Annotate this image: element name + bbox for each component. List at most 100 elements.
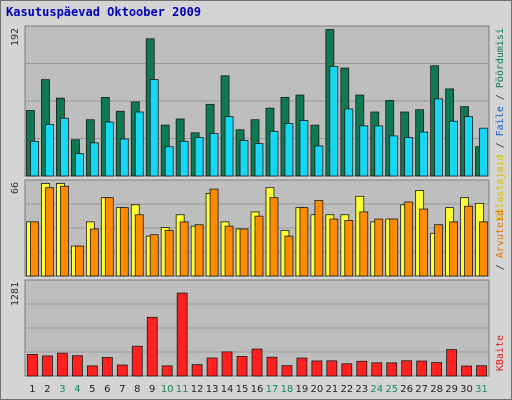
bar-arvuteid-day-25	[389, 218, 399, 277]
day-label-28: 28	[430, 384, 443, 395]
bar-arvuteid-day-12	[194, 224, 204, 277]
bar-kbaite-day-15	[236, 356, 248, 377]
bar-kbaite-day-6	[101, 357, 113, 377]
legend-item-külastajaid: Külastajaid	[495, 154, 506, 220]
bar-kbaite-day-21	[326, 360, 338, 377]
day-label-10: 10	[161, 384, 174, 395]
bar-arvuteid-day-23	[359, 211, 369, 277]
bar-arvuteid-day-20	[314, 200, 324, 277]
bar-faile-day-2	[45, 123, 54, 177]
bar-faile-day-27	[419, 131, 429, 177]
legend-item-kbaite: KBaite	[495, 335, 506, 371]
bar-kbaite-day-14	[221, 351, 233, 377]
bar-faile-day-6	[104, 121, 114, 177]
axis-max-label-3: 1281	[10, 282, 21, 306]
day-label-23: 23	[355, 384, 368, 395]
bar-faile-day-29	[449, 120, 458, 177]
bar-faile-day-22	[344, 108, 354, 177]
bar-faile-day-5	[89, 142, 99, 177]
day-label-26: 26	[400, 384, 413, 395]
bar-faile-day-24	[374, 125, 384, 177]
bar-faile-day-26	[404, 137, 414, 177]
day-label-29: 29	[445, 384, 458, 395]
bar-faile-day-21	[329, 66, 339, 177]
bar-kbaite-day-27	[416, 360, 428, 377]
day-label-22: 22	[340, 384, 353, 395]
bar-arvuteid-day-10	[164, 230, 174, 277]
bar-faile-day-31	[479, 127, 488, 177]
legend-bottom: KBaite	[495, 335, 506, 371]
bar-kbaite-day-2	[42, 355, 53, 377]
bar-kbaite-day-25	[386, 362, 398, 377]
day-label-25: 25	[385, 384, 398, 395]
bar-arvuteid-day-19	[299, 207, 309, 277]
bar-faile-day-10	[164, 146, 174, 177]
axis-max-label-2: 66	[10, 182, 21, 194]
day-label-12: 12	[191, 384, 204, 395]
bar-faile-day-19	[299, 120, 309, 177]
bar-arvuteid-day-8	[134, 214, 144, 277]
bar-faile-day-11	[179, 140, 189, 177]
bar-faile-day-25	[389, 135, 399, 177]
bar-arvuteid-day-17	[269, 197, 279, 277]
bar-arvuteid-day-3	[60, 185, 69, 277]
bar-faile-day-9	[149, 79, 159, 177]
bar-kbaite-day-13	[206, 357, 218, 377]
bar-faile-day-20	[314, 145, 324, 177]
day-label-16: 16	[251, 384, 264, 395]
day-label-18: 18	[281, 384, 294, 395]
day-label-15: 15	[236, 384, 249, 395]
bar-arvuteid-day-15	[239, 228, 249, 277]
bar-faile-day-12	[194, 137, 204, 177]
bar-faile-day-15	[239, 140, 249, 177]
bar-kbaite-day-19	[296, 357, 308, 377]
bar-kbaite-day-31	[476, 365, 487, 377]
bar-kbaite-day-10	[161, 365, 173, 377]
day-label-1: 1	[29, 384, 35, 395]
day-label-5: 5	[89, 384, 95, 395]
day-label-11: 11	[176, 384, 189, 395]
day-label-7: 7	[119, 384, 125, 395]
bar-kbaite-day-16	[251, 348, 263, 377]
bar-kbaite-day-12	[191, 364, 203, 377]
bar-arvuteid-day-26	[404, 201, 414, 277]
bar-faile-day-3	[60, 117, 69, 177]
bar-faile-day-7	[119, 138, 129, 177]
day-label-2: 2	[44, 384, 50, 395]
bar-kbaite-day-4	[71, 355, 83, 377]
bar-arvuteid-day-29	[449, 221, 458, 277]
bar-faile-day-28	[434, 98, 444, 177]
bar-arvuteid-day-6	[104, 197, 114, 277]
bar-faile-day-13	[209, 133, 219, 177]
bar-faile-day-16	[254, 143, 264, 177]
day-label-27: 27	[415, 384, 428, 395]
legend-item-separator: /	[495, 142, 506, 154]
bar-arvuteid-day-24	[374, 218, 384, 277]
day-label-30: 30	[460, 384, 473, 395]
bar-arvuteid-day-11	[179, 221, 189, 277]
bar-kbaite-day-29	[446, 349, 457, 377]
bar-kbaite-day-30	[461, 365, 472, 377]
legend-middle: / Arvuteid	[495, 210, 506, 270]
bar-arvuteid-day-27	[419, 208, 429, 277]
day-label-4: 4	[74, 384, 80, 395]
day-label-13: 13	[206, 384, 219, 395]
bar-kbaite-day-3	[57, 352, 68, 377]
day-label-17: 17	[266, 384, 279, 395]
legend-item-faile: Faile	[495, 106, 506, 142]
bar-arvuteid-day-31	[479, 221, 488, 277]
bar-kbaite-day-22	[341, 363, 353, 377]
bar-arvuteid-day-21	[329, 218, 339, 277]
legend-item-arvuteid: Arvuteid	[495, 210, 506, 264]
day-label-8: 8	[134, 384, 140, 395]
legend-item-pöördumisi: Pöördumisi	[495, 28, 506, 94]
day-label-19: 19	[296, 384, 309, 395]
bar-arvuteid-day-5	[89, 228, 99, 277]
bar-faile-day-14	[224, 116, 234, 177]
legend-item-separator: /	[495, 94, 506, 106]
bar-faile-day-4	[74, 153, 84, 177]
day-label-3: 3	[59, 384, 65, 395]
bar-kbaite-day-23	[356, 360, 368, 377]
